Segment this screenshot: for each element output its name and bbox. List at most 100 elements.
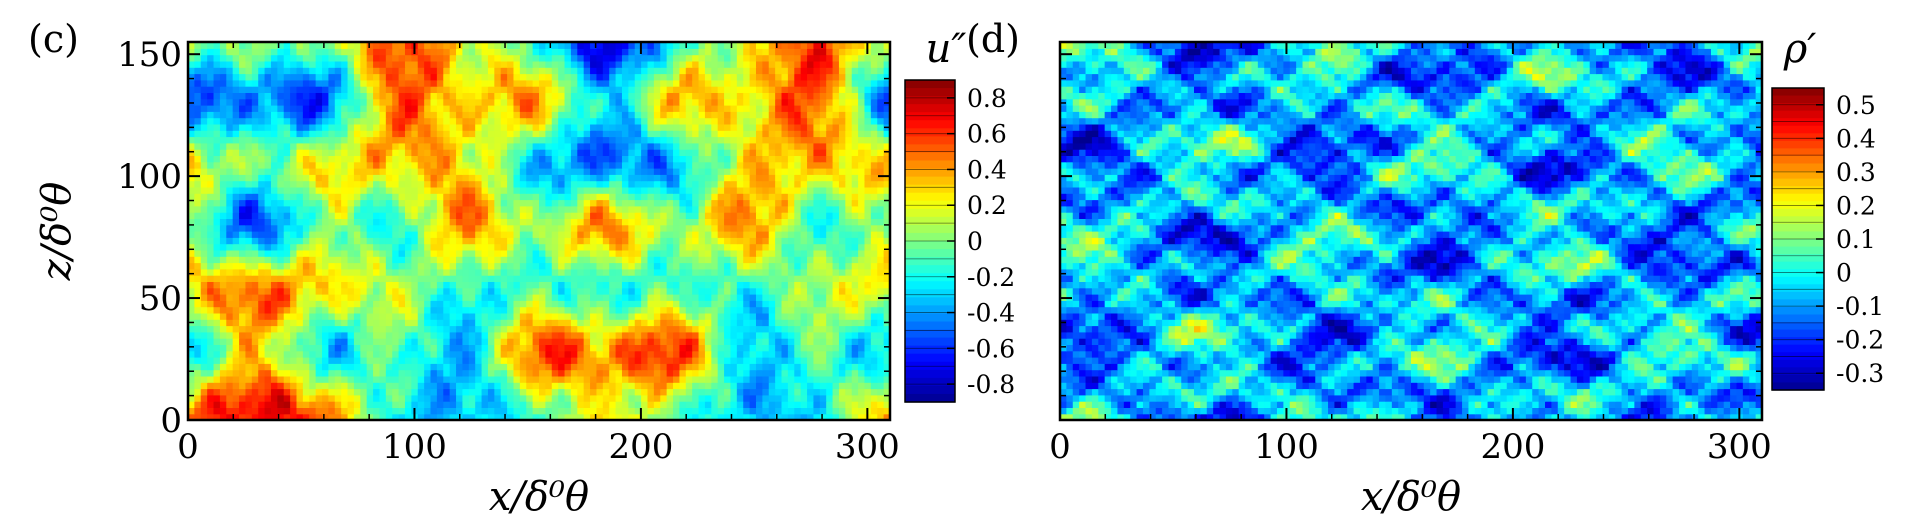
heatmap-cell xyxy=(251,262,259,270)
heatmap-cell xyxy=(724,369,732,377)
heatmap-cell xyxy=(609,199,617,207)
heatmap-cell xyxy=(443,357,451,364)
heatmap-cell xyxy=(762,237,770,245)
heatmap-cell xyxy=(602,174,610,182)
heatmap-cell xyxy=(494,287,502,295)
heatmap-cell xyxy=(768,382,776,390)
heatmap-cell xyxy=(577,300,585,308)
heatmap-cell xyxy=(500,205,508,213)
heatmap-cell xyxy=(481,142,489,150)
heatmap-cell xyxy=(883,199,891,207)
heatmap-cell xyxy=(290,275,298,282)
heatmap-cell xyxy=(500,193,508,201)
heatmap-cell xyxy=(347,294,355,301)
heatmap-cell xyxy=(570,268,578,276)
heatmap-cell xyxy=(666,407,674,415)
heatmap-cell xyxy=(628,142,636,150)
heatmap-cell xyxy=(404,287,412,295)
heatmap-cell xyxy=(813,369,821,377)
heatmap-cell xyxy=(634,174,642,182)
heatmap-cell xyxy=(673,136,680,144)
heatmap-cell xyxy=(519,281,527,289)
heatmap-cell xyxy=(341,275,349,282)
heatmap-cell xyxy=(379,224,387,232)
heatmap-cell xyxy=(513,237,521,245)
heatmap-cell xyxy=(456,149,464,156)
heatmap-cell xyxy=(590,306,598,314)
heatmap-cell xyxy=(653,325,661,333)
heatmap-cell xyxy=(290,186,298,194)
heatmap-cell xyxy=(239,413,247,421)
heatmap-cell xyxy=(392,161,400,169)
heatmap-cell xyxy=(194,168,202,175)
heatmap-cell xyxy=(832,275,840,282)
heatmap-cell xyxy=(207,375,215,383)
heatmap-cell xyxy=(628,168,636,175)
heatmap-cell xyxy=(468,180,476,188)
heatmap-cell xyxy=(570,294,578,301)
heatmap-cell xyxy=(219,369,227,377)
heatmap-cell xyxy=(475,287,483,295)
heatmap-cell xyxy=(519,331,527,339)
heatmap-cell xyxy=(456,174,464,182)
heatmap-cell xyxy=(807,224,815,232)
heatmap-cell xyxy=(692,294,700,301)
heatmap-cell xyxy=(264,155,272,163)
heatmap-cell xyxy=(883,357,891,364)
heatmap-cell xyxy=(207,294,215,301)
heatmap-cell xyxy=(513,401,521,408)
heatmap-cell xyxy=(507,413,515,421)
heatmap-cell xyxy=(704,161,712,169)
heatmap-cell xyxy=(698,413,706,421)
heatmap-cell xyxy=(755,212,763,219)
heatmap-cell xyxy=(711,413,719,421)
heatmap-cell xyxy=(239,388,247,396)
heatmap-cell xyxy=(749,142,757,150)
heatmap-cell xyxy=(334,212,342,219)
heatmap-cell xyxy=(226,363,234,371)
heatmap-cell xyxy=(283,363,291,371)
heatmap-cell xyxy=(653,369,661,377)
heatmap-cell xyxy=(213,218,221,226)
heatmap-cell xyxy=(864,375,872,383)
heatmap-cell xyxy=(449,369,457,377)
heatmap-cell xyxy=(200,407,208,415)
heatmap-cell xyxy=(621,231,629,238)
heatmap-cell xyxy=(315,256,323,264)
heatmap-cell xyxy=(794,193,802,201)
heatmap-cell xyxy=(832,224,840,232)
heatmap-cell xyxy=(341,136,349,144)
heatmap-cell xyxy=(877,363,885,371)
heatmap-cell xyxy=(481,243,489,251)
heatmap-cell xyxy=(551,212,559,219)
heatmap-cell xyxy=(775,344,783,352)
heatmap-cell xyxy=(283,168,291,175)
heatmap-cell xyxy=(838,212,846,219)
heatmap-cell xyxy=(583,306,591,314)
heatmap-cell xyxy=(845,350,853,358)
heatmap-cell xyxy=(290,350,298,358)
heatmap-cell xyxy=(628,281,636,289)
heatmap-cell xyxy=(609,161,617,169)
heatmap-cell xyxy=(309,325,317,333)
heatmap-cell xyxy=(475,161,483,169)
heatmap-cell xyxy=(270,149,278,156)
heatmap-cell xyxy=(870,394,878,402)
heatmap-cell xyxy=(570,382,578,390)
heatmap-cell xyxy=(373,262,381,270)
heatmap-cell xyxy=(545,325,553,333)
heatmap-cell xyxy=(398,161,406,169)
heatmap-cell xyxy=(609,262,617,270)
heatmap-cell xyxy=(864,193,872,201)
heatmap-cell xyxy=(858,357,866,364)
heatmap-cell xyxy=(704,401,712,408)
heatmap-cell xyxy=(379,256,387,264)
heatmap-cell xyxy=(826,186,834,194)
heatmap-cell xyxy=(609,294,617,301)
heatmap-cell xyxy=(692,281,700,289)
heatmap-cell xyxy=(404,338,412,345)
heatmap-cell xyxy=(870,142,878,150)
heatmap-cell xyxy=(826,331,834,339)
heatmap-cell xyxy=(417,369,425,377)
